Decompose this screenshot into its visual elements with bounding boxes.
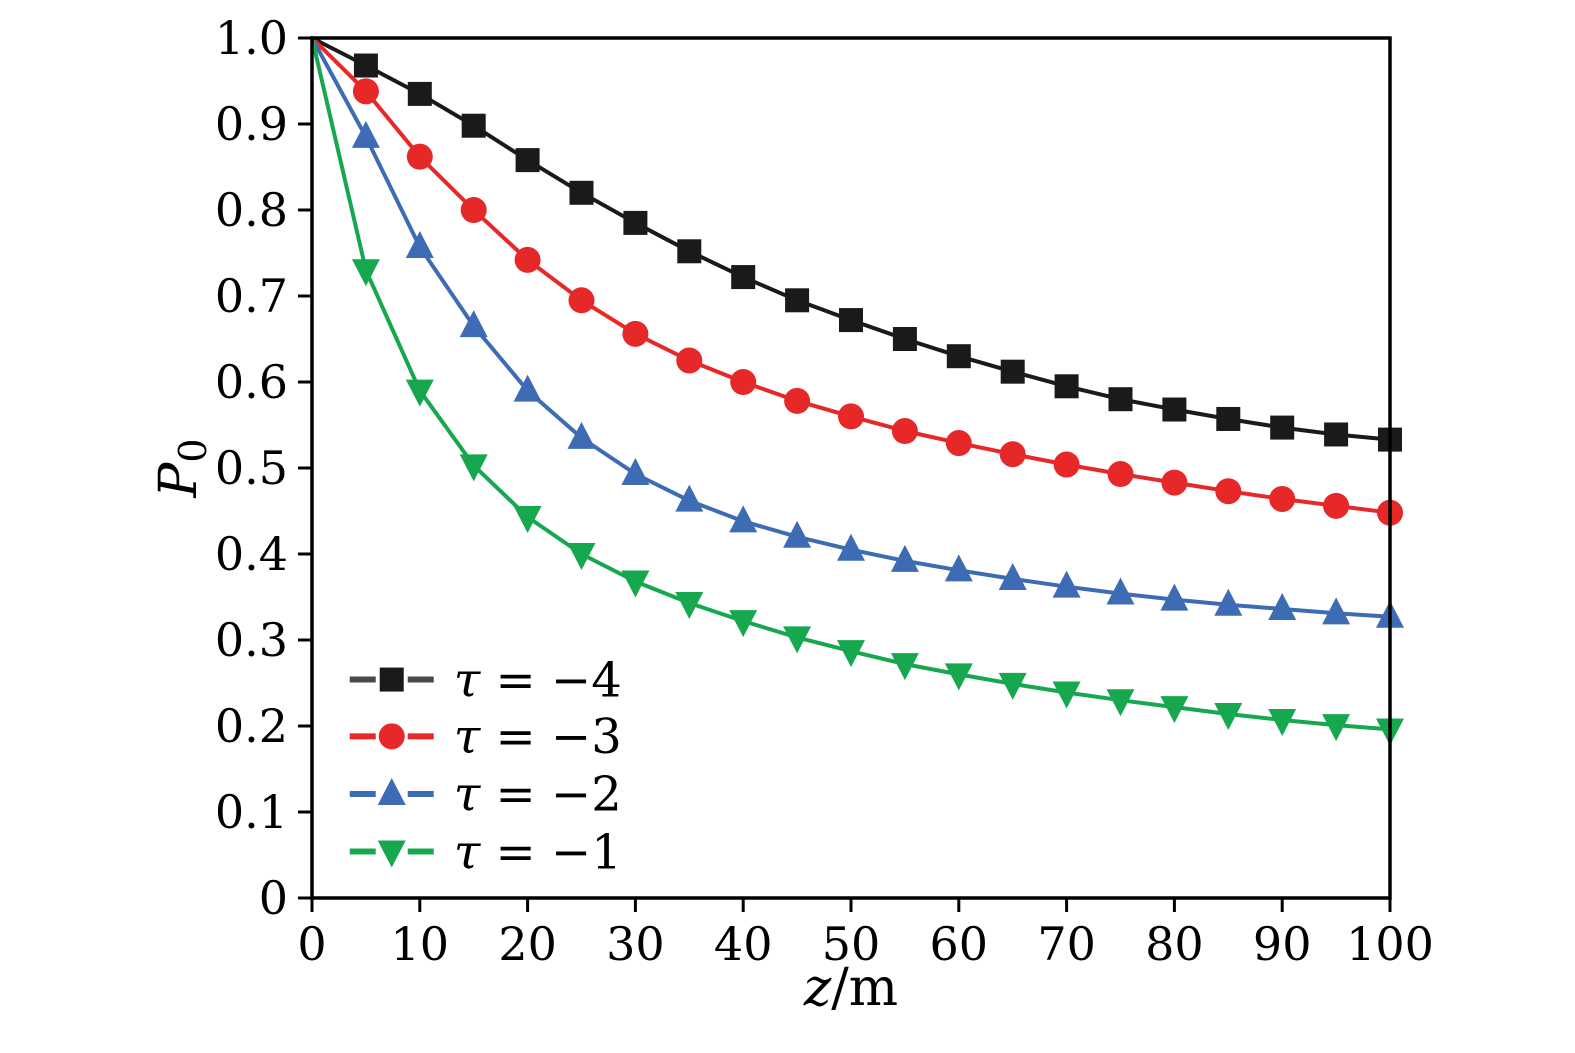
series-markers-tau-minus-3 (352, 78, 1403, 526)
legend: τ = −4τ = −3τ = −2τ = −1 (349, 652, 622, 880)
series-tau-minus-2 (310, 36, 1404, 628)
x-axis-tick-label: 0 (297, 917, 326, 971)
series-tau-minus-1 (310, 36, 1404, 746)
legend-entry-tau-minus-3: τ = −3 (349, 709, 622, 765)
y-axis-tick-label: 0.3 (215, 613, 288, 667)
y-axis-tick-label: 0 (259, 871, 288, 925)
y-axis-tick-label: 0.8 (215, 183, 288, 237)
legend-label: τ = −4 (454, 652, 622, 708)
x-axis-tick-label: 30 (606, 917, 665, 971)
x-axis-tick-label: 100 (1346, 917, 1434, 971)
x-axis-tick-label: 90 (1253, 917, 1312, 971)
legend-label: τ = −1 (454, 824, 622, 880)
y-axis-tick-label: 0.6 (215, 355, 288, 409)
legend-entry-tau-minus-4: τ = −4 (349, 652, 622, 708)
series-tau-minus-3 (310, 36, 1403, 526)
x-axis-tick-label: 20 (498, 917, 557, 971)
x-axis-tick-label: 80 (1145, 917, 1204, 971)
y-axis-tick-label: 0.7 (215, 269, 288, 323)
y-axis-tick-label: 0.4 (215, 527, 288, 581)
x-axis-tick-label: 70 (1037, 917, 1096, 971)
legend-entry-tau-minus-1: τ = −1 (349, 824, 622, 880)
x-axis-tick-label: 40 (714, 917, 773, 971)
legend-label: τ = −2 (454, 767, 622, 823)
x-axis-tick-label: 60 (930, 917, 989, 971)
series-group (310, 36, 1404, 746)
y-axis-tick-label: 0.9 (215, 97, 288, 151)
series-markers-tau-minus-2 (351, 120, 1404, 628)
y-axis: 0 0.1 0.2 0.3 0.4 0.5 0.6 0.7 0.8 0.9 1.0 (215, 11, 312, 925)
y-axis-tick-label: 0.2 (215, 699, 288, 753)
x-axis-tick-label: 10 (391, 917, 450, 971)
legend-entry-tau-minus-2: τ = −2 (349, 767, 622, 823)
legend-label: τ = −3 (454, 709, 622, 765)
series-markers-tau-minus-1 (351, 259, 1404, 746)
y-axis-title: P0 (149, 438, 215, 498)
y-axis-tick-label: 0.5 (215, 441, 288, 495)
series-markers-tau-minus-4 (353, 53, 1402, 452)
series-tau-minus-4 (310, 36, 1402, 452)
y-axis-tick-label: 0.1 (215, 785, 288, 839)
x-axis: 0 10 20 30 40 50 60 70 80 90 100 (297, 898, 1434, 971)
y-axis-tick-label: 1.0 (215, 11, 288, 65)
x-axis-tick-label: 50 (822, 917, 881, 971)
x-axis-title: z/m (803, 958, 898, 1018)
